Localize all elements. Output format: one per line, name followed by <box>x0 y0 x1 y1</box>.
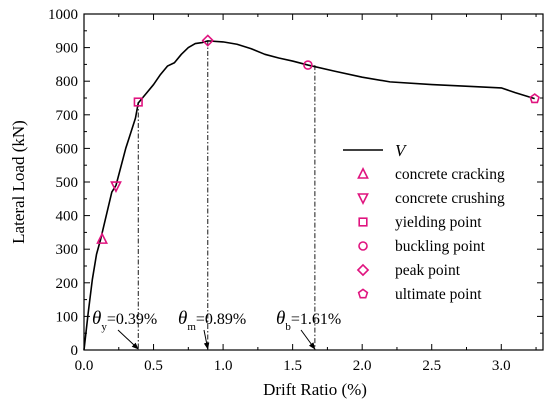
x-tick-label: 0.0 <box>75 358 94 374</box>
legend-label-v: V <box>395 141 408 160</box>
annotation-value: =1.61% <box>291 311 341 328</box>
theta-subscript: m <box>187 321 196 333</box>
legend-marker-buckling-point <box>358 241 368 251</box>
annotation-label: θm=0.89% <box>178 308 246 333</box>
annotation-value: =0.89% <box>196 311 246 328</box>
y-tick-label: 700 <box>56 108 79 124</box>
annotation-label: θy=0.39% <box>92 308 157 333</box>
theta-subscript: b <box>285 321 291 333</box>
x-tick-label: 2.5 <box>422 358 441 374</box>
legend-label: buckling point <box>395 238 486 255</box>
x-tick-label: 2.0 <box>353 358 372 374</box>
annotation-value: =0.39% <box>107 311 157 328</box>
marker-peak-point <box>201 34 215 47</box>
x-tick-label: 0.5 <box>144 358 163 374</box>
marker-yielding-point <box>133 97 143 107</box>
axes: 0.0 0.5 1.0 1.5 2.0 2.5 3.0 0 100 200 300 400 500 600… <box>48 7 543 374</box>
x-tick-label: 3.0 <box>492 358 511 374</box>
series-line-v <box>83 40 535 351</box>
legend-label: yielding point <box>395 214 482 231</box>
y-tick-label: 0 <box>71 343 79 359</box>
y-tick-label: 600 <box>56 141 79 157</box>
y-tick-label: 400 <box>56 209 79 225</box>
x-axis-title: Drift Ratio (%) <box>263 380 367 399</box>
legend-marker-peak-point <box>356 263 370 277</box>
y-axis-title: Lateral Load (kN) <box>9 120 28 244</box>
marker-concrete-crushing <box>110 181 122 194</box>
y-tick-label: 1000 <box>48 7 78 23</box>
y-tick-label: 900 <box>56 41 79 57</box>
marker-ultimate-point <box>529 93 540 104</box>
legend-marker-concrete-cracking <box>357 167 369 179</box>
guide-lines <box>137 40 316 350</box>
marker-layer <box>96 34 540 244</box>
legend-label: ultimate point <box>395 286 482 303</box>
marker-concrete-cracking <box>96 232 108 244</box>
legend-marker-concrete-crushing <box>357 193 369 205</box>
annotation-arrow <box>300 329 316 350</box>
annotations: θy=0.39% θm=0.89% θb=1.61% <box>92 308 341 350</box>
legend-label: concrete crushing <box>395 190 505 207</box>
y-tick-label: 300 <box>56 242 79 258</box>
annotation-arrow <box>203 329 210 350</box>
x-tick-label: 1.5 <box>283 358 302 374</box>
y-tick-label: 500 <box>56 175 79 191</box>
legend-label: concrete cracking <box>395 166 505 183</box>
x-tick-label: 1.0 <box>214 358 233 374</box>
curve-layer <box>83 40 535 351</box>
theta-symbol: θ <box>92 308 101 329</box>
theta-symbol: θ <box>178 308 187 329</box>
annotation-m: θm=0.89% <box>178 308 246 350</box>
annotation-arrow <box>117 329 139 350</box>
annotation-y: θy=0.39% <box>92 308 157 350</box>
annotation-label: θb=1.61% <box>276 308 341 333</box>
theta-subscript: y <box>101 321 107 333</box>
legend-label: peak point <box>395 262 461 279</box>
y-tick-label: 800 <box>56 74 79 90</box>
legend-marker-ultimate-point <box>357 288 369 299</box>
legend-marker-yielding-point <box>358 217 368 227</box>
marker-buckling-point <box>303 60 313 70</box>
y-tick-label: 100 <box>56 309 79 325</box>
theta-symbol: θ <box>276 308 285 329</box>
y-tick-label: 200 <box>56 276 79 292</box>
annotation-b: θb=1.61% <box>276 308 341 350</box>
